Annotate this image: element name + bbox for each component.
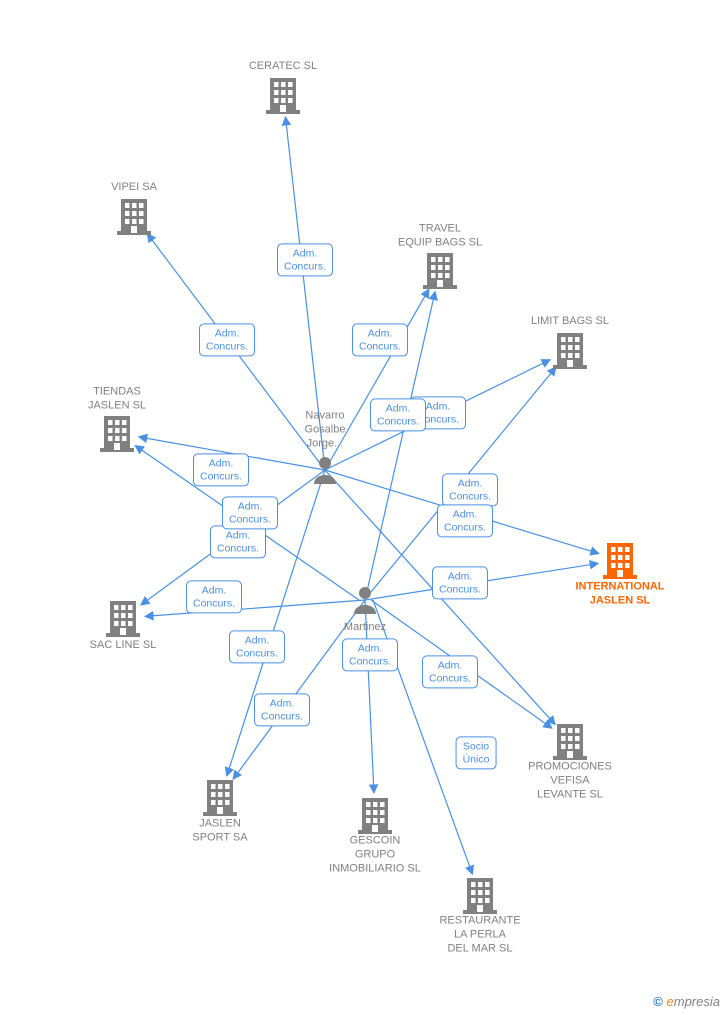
edge-line xyxy=(371,367,556,592)
edge-line xyxy=(371,600,552,728)
building-icon xyxy=(266,78,300,114)
edge-line xyxy=(141,470,325,605)
building-icon xyxy=(358,798,392,834)
building-icon xyxy=(423,253,457,289)
edge-line xyxy=(147,234,325,470)
network-canvas xyxy=(0,0,728,1015)
footer-brand: © empresia xyxy=(653,994,720,1009)
brand-rest: mpresia xyxy=(674,994,720,1009)
edge-line xyxy=(365,600,374,793)
building-icon xyxy=(603,543,637,579)
edge-line xyxy=(365,563,598,600)
building-icon xyxy=(553,333,587,369)
edge-line xyxy=(227,470,325,776)
copyright-symbol: © xyxy=(653,994,663,1009)
building-icon xyxy=(553,724,587,760)
brand-first-letter: e xyxy=(667,994,674,1009)
edge-line xyxy=(285,117,325,470)
building-icon xyxy=(463,878,497,914)
edge-line xyxy=(325,289,429,470)
edge-line xyxy=(233,600,365,779)
building-icon xyxy=(203,780,237,816)
edge-line xyxy=(145,600,365,616)
building-icon xyxy=(100,416,134,452)
edge-line xyxy=(325,470,599,554)
edge-line xyxy=(139,437,325,470)
building-icon xyxy=(117,199,151,235)
building-icon xyxy=(106,601,140,637)
